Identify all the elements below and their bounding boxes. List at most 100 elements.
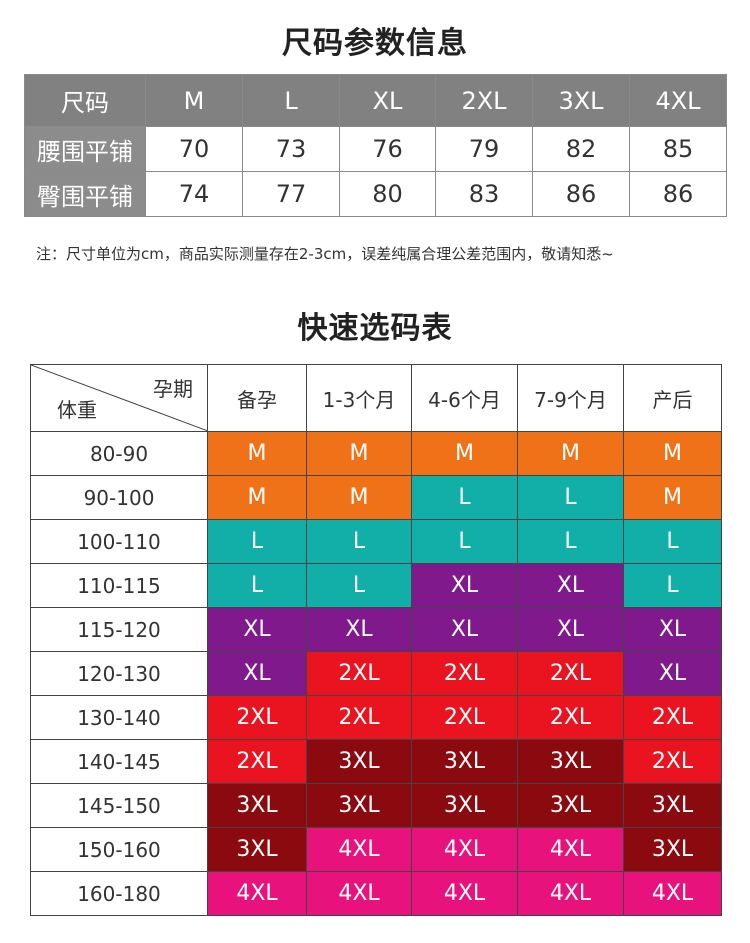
measure-cell: 82 <box>532 126 630 172</box>
recommended-size-cell: 2XL <box>411 651 518 696</box>
recommended-size-cell: 4XL <box>517 827 624 872</box>
measure-cell: 80 <box>339 171 436 217</box>
period-header-cell: 7-9个月 <box>517 364 624 432</box>
recommended-size-cell: M <box>623 475 722 520</box>
recommended-size-cell: M <box>306 431 412 476</box>
diagonal-divider <box>31 365 208 431</box>
waist-row: 腰围平铺 70 73 76 79 82 85 <box>24 126 727 172</box>
size-parameter-table: 尺码 M L XL 2XL 3XL 4XL 腰围平铺 70 73 76 79 8… <box>24 74 727 217</box>
weight-range-cell: 110-115 <box>30 563 208 608</box>
recommended-size-cell: L <box>517 519 624 564</box>
recommended-size-cell: 4XL <box>207 871 307 916</box>
weight-row: 110-115 L L XL XL L <box>30 563 722 608</box>
recommended-size-cell: L <box>306 519 412 564</box>
quick-select-title: 快速选码表 <box>297 311 453 346</box>
recommended-size-cell: XL <box>207 651 307 696</box>
recommended-size-cell: 3XL <box>207 783 307 828</box>
size-header-cell: 3XL <box>532 74 630 127</box>
corner-header-cell: 孕期 体重 <box>30 364 208 432</box>
corner-period-label: 孕期 <box>153 377 193 401</box>
hip-row: 臀围平铺 74 77 80 83 86 86 <box>24 171 727 217</box>
waist-row-label: 腰围平铺 <box>24 126 146 172</box>
recommended-size-cell: 3XL <box>623 783 722 828</box>
size-header-label: 尺码 <box>24 74 146 127</box>
recommended-size-cell: XL <box>207 607 307 652</box>
recommended-size-cell: XL <box>306 607 412 652</box>
weight-range-cell: 80-90 <box>30 431 208 476</box>
size-header-cell: 4XL <box>629 74 727 127</box>
recommended-size-cell: 4XL <box>517 871 624 916</box>
weight-range-cell: 90-100 <box>30 475 208 520</box>
recommended-size-cell: M <box>207 431 307 476</box>
size-header-cell: M <box>145 74 243 127</box>
recommended-size-cell: L <box>623 519 722 564</box>
period-header-cell: 1-3个月 <box>306 364 412 432</box>
recommended-size-cell: 2XL <box>306 695 412 740</box>
size-header-row: 尺码 M L XL 2XL 3XL 4XL <box>24 74 727 127</box>
recommended-size-cell: 3XL <box>306 783 412 828</box>
recommended-size-cell: XL <box>623 607 722 652</box>
measure-cell: 73 <box>242 126 340 172</box>
weight-row: 160-180 4XL 4XL 4XL 4XL 4XL <box>30 871 722 916</box>
weight-row: 90-100 M M L L M <box>30 475 722 520</box>
recommended-size-cell: M <box>517 431 624 476</box>
recommended-size-cell: 3XL <box>411 783 518 828</box>
weight-range-cell: 145-150 <box>30 783 208 828</box>
recommended-size-cell: 2XL <box>411 695 518 740</box>
recommended-size-cell: XL <box>411 607 518 652</box>
quick-size-table: 孕期 体重 备孕 1-3个月 4-6个月 7-9个月 产后 80-90 M M M M M… <box>30 364 722 916</box>
weight-row: 100-110 L L L L L <box>30 519 722 564</box>
recommended-size-cell: 4XL <box>411 871 518 916</box>
weight-row: 145-150 3XL 3XL 3XL 3XL 3XL <box>30 783 722 828</box>
recommended-size-cell: 4XL <box>623 871 722 916</box>
recommended-size-cell: XL <box>623 651 722 696</box>
recommended-size-cell: 2XL <box>517 651 624 696</box>
weight-range-cell: 150-160 <box>30 827 208 872</box>
recommended-size-cell: L <box>306 563 412 608</box>
weight-range-cell: 100-110 <box>30 519 208 564</box>
recommended-size-cell: 2XL <box>306 651 412 696</box>
period-header-cell: 产后 <box>623 364 722 432</box>
recommended-size-cell: 2XL <box>207 695 307 740</box>
size-info-title: 尺码参数信息 <box>282 26 468 61</box>
period-header-row: 孕期 体重 备孕 1-3个月 4-6个月 7-9个月 产后 <box>30 364 722 432</box>
hip-row-label: 臀围平铺 <box>24 171 146 217</box>
recommended-size-cell: 2XL <box>517 695 624 740</box>
size-header-cell: L <box>242 74 340 127</box>
weight-range-cell: 140-145 <box>30 739 208 784</box>
measure-cell: 70 <box>145 126 243 172</box>
recommended-size-cell: XL <box>517 607 624 652</box>
weight-range-cell: 120-130 <box>30 651 208 696</box>
recommended-size-cell: 3XL <box>207 827 307 872</box>
recommended-size-cell: M <box>623 431 722 476</box>
size-header-cell: XL <box>339 74 436 127</box>
recommended-size-cell: L <box>623 563 722 608</box>
recommended-size-cell: L <box>411 519 518 564</box>
measure-cell: 86 <box>532 171 630 217</box>
recommended-size-cell: 3XL <box>517 783 624 828</box>
weight-range-cell: 130-140 <box>30 695 208 740</box>
quick-table-body: 80-90 M M M M M 90-100 M M L L M 100-110 L L L L L 110-115… <box>30 431 722 916</box>
recommended-size-cell: L <box>207 563 307 608</box>
period-header-cell: 4-6个月 <box>411 364 518 432</box>
recommended-size-cell: 4XL <box>306 871 412 916</box>
recommended-size-cell: L <box>207 519 307 564</box>
recommended-size-cell: L <box>411 475 518 520</box>
measure-cell: 77 <box>242 171 340 217</box>
recommended-size-cell: 4XL <box>306 827 412 872</box>
weight-row: 120-130 XL 2XL 2XL 2XL XL <box>30 651 722 696</box>
recommended-size-cell: 3XL <box>623 827 722 872</box>
recommended-size-cell: 3XL <box>411 739 518 784</box>
period-header-cell: 备孕 <box>207 364 307 432</box>
recommended-size-cell: M <box>207 475 307 520</box>
weight-range-cell: 115-120 <box>30 607 208 652</box>
measure-cell: 74 <box>145 171 243 217</box>
recommended-size-cell: 2XL <box>623 739 722 784</box>
measure-cell: 83 <box>435 171 533 217</box>
recommended-size-cell: 3XL <box>517 739 624 784</box>
recommended-size-cell: M <box>306 475 412 520</box>
corner-weight-label: 体重 <box>57 398 97 422</box>
recommended-size-cell: 4XL <box>411 827 518 872</box>
recommended-size-cell: M <box>411 431 518 476</box>
weight-row: 150-160 3XL 4XL 4XL 4XL 3XL <box>30 827 722 872</box>
